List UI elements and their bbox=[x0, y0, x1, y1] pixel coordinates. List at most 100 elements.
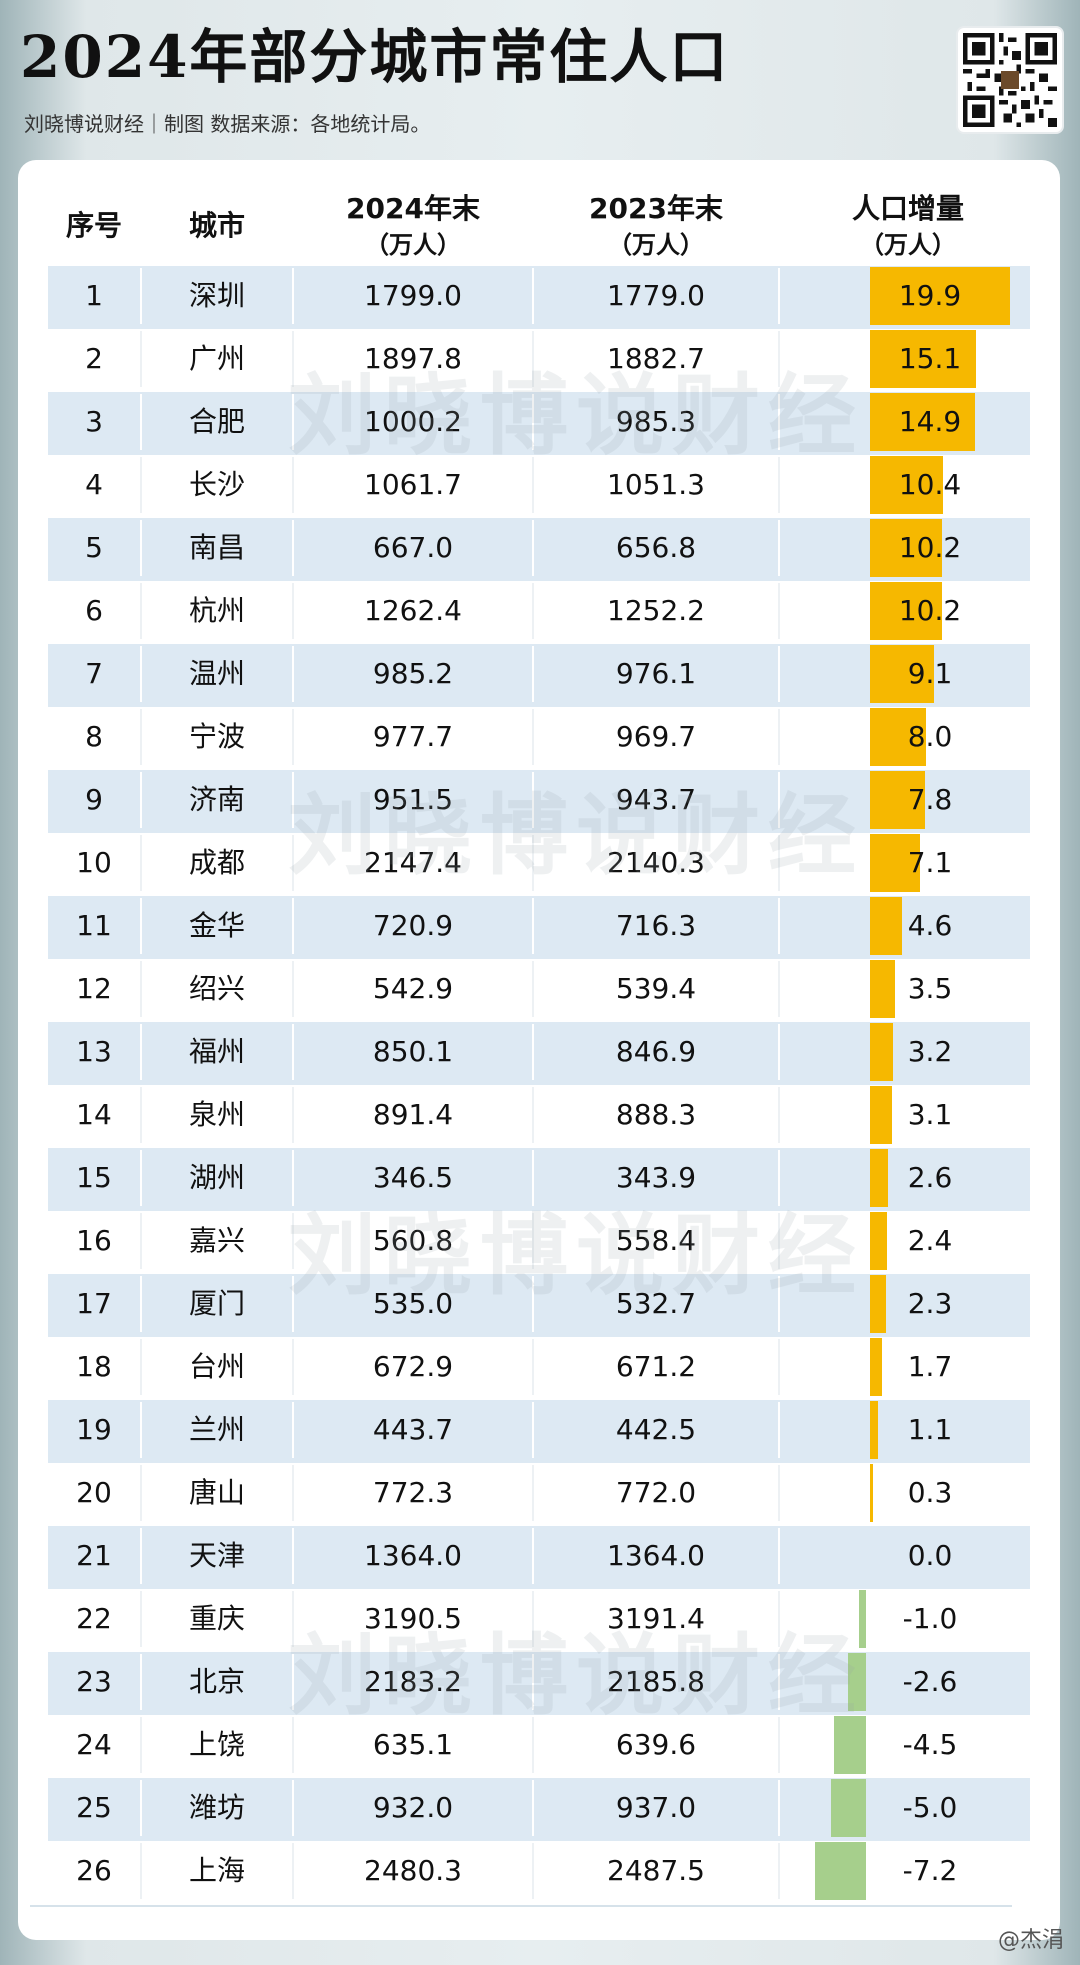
city-cell: 南昌 bbox=[188, 531, 245, 564]
table-row: 26 上海 2480.3 2487.5 -7.2 bbox=[48, 1841, 1030, 1904]
column-divider bbox=[778, 898, 780, 954]
city-cell: 济南 bbox=[188, 783, 245, 816]
column-divider bbox=[532, 268, 534, 324]
table-row: 24 上饶 635.1 639.6 -4.5 bbox=[48, 1715, 1030, 1778]
rank-cell: 14 bbox=[76, 1098, 112, 1131]
column-divider bbox=[140, 646, 142, 702]
column-divider bbox=[532, 646, 534, 702]
header-city-label: 城市 bbox=[188, 209, 245, 242]
column-divider bbox=[292, 1465, 294, 1521]
column-divider bbox=[778, 709, 780, 765]
column-divider bbox=[140, 1654, 142, 1710]
column-divider bbox=[532, 1780, 534, 1836]
column-divider bbox=[532, 835, 534, 891]
table-row: 19 兰州 443.7 442.5 1.1 bbox=[48, 1400, 1030, 1463]
column-divider bbox=[532, 1087, 534, 1143]
column-divider bbox=[532, 898, 534, 954]
column-divider bbox=[140, 1465, 142, 1521]
delta-bar bbox=[870, 771, 925, 829]
table-row: 12 绍兴 542.9 539.4 3.5 bbox=[48, 959, 1030, 1022]
column-divider bbox=[532, 1339, 534, 1395]
value-2024-cell: 2480.3 bbox=[364, 1854, 462, 1887]
delta-bar bbox=[870, 708, 927, 766]
header-2024: 2024年末 （万人） bbox=[294, 180, 532, 272]
city-cell: 上海 bbox=[188, 1854, 245, 1887]
value-2023-cell: 937.0 bbox=[615, 1791, 697, 1824]
delta-bar bbox=[870, 1023, 893, 1081]
column-divider bbox=[140, 961, 142, 1017]
city-cell: 长沙 bbox=[188, 468, 245, 501]
delta-bar bbox=[870, 645, 935, 703]
delta-value-label: 2.3 bbox=[907, 1287, 953, 1320]
value-2024-cell: 951.5 bbox=[372, 783, 454, 816]
value-2023-cell: 539.4 bbox=[615, 972, 697, 1005]
city-cell: 天津 bbox=[188, 1539, 245, 1572]
delta-bar bbox=[847, 1653, 866, 1711]
column-divider bbox=[292, 1843, 294, 1899]
column-divider bbox=[778, 772, 780, 828]
rank-cell: 9 bbox=[85, 783, 103, 816]
delta-bar bbox=[870, 330, 977, 388]
column-divider bbox=[532, 709, 534, 765]
rank-cell: 18 bbox=[76, 1350, 112, 1383]
column-divider bbox=[778, 1276, 780, 1332]
column-divider bbox=[778, 646, 780, 702]
city-cell: 唐山 bbox=[188, 1476, 245, 1509]
table-row: 22 重庆 3190.5 3191.4 -1.0 bbox=[48, 1589, 1030, 1652]
value-2023-cell: 846.9 bbox=[615, 1035, 697, 1068]
rank-cell: 20 bbox=[76, 1476, 112, 1509]
value-2023-cell: 343.9 bbox=[615, 1161, 697, 1194]
column-divider bbox=[778, 1717, 780, 1773]
delta-value-label: 4.6 bbox=[907, 909, 953, 942]
column-divider bbox=[140, 1843, 142, 1899]
column-divider bbox=[140, 1591, 142, 1647]
city-cell: 绍兴 bbox=[188, 972, 245, 1005]
rank-cell: 12 bbox=[76, 972, 112, 1005]
value-2024-cell: 635.1 bbox=[372, 1728, 454, 1761]
header-rank-label: 序号 bbox=[65, 209, 122, 242]
column-divider bbox=[532, 1213, 534, 1269]
value-2023-cell: 1364.0 bbox=[607, 1539, 705, 1572]
column-divider bbox=[532, 1843, 534, 1899]
column-divider bbox=[778, 1402, 780, 1458]
value-2023-cell: 532.7 bbox=[615, 1287, 697, 1320]
column-divider bbox=[292, 1087, 294, 1143]
city-cell: 重庆 bbox=[188, 1602, 245, 1635]
column-divider bbox=[778, 1024, 780, 1080]
delta-value-label: -2.6 bbox=[902, 1665, 958, 1698]
rank-cell: 13 bbox=[76, 1035, 112, 1068]
column-divider bbox=[140, 1213, 142, 1269]
column-divider bbox=[292, 394, 294, 450]
table-row: 3 合肥 1000.2 985.3 14.9 bbox=[48, 392, 1030, 455]
column-divider bbox=[140, 1402, 142, 1458]
value-2023-cell: 772.0 bbox=[615, 1476, 697, 1509]
delta-bar bbox=[870, 393, 976, 451]
delta-value-label: -1.0 bbox=[902, 1602, 958, 1635]
delta-value-label: 10.2 bbox=[898, 594, 962, 627]
delta-value-label: 1.1 bbox=[907, 1413, 953, 1446]
table-row: 14 泉州 891.4 888.3 3.1 bbox=[48, 1085, 1030, 1148]
column-divider bbox=[778, 1465, 780, 1521]
column-divider bbox=[532, 1150, 534, 1206]
column-divider bbox=[292, 1591, 294, 1647]
column-divider bbox=[140, 457, 142, 513]
value-2024-cell: 1262.4 bbox=[364, 594, 462, 627]
rank-cell: 6 bbox=[85, 594, 103, 627]
delta-bar bbox=[870, 456, 944, 514]
city-cell: 广州 bbox=[188, 342, 245, 375]
table-row: 25 潍坊 932.0 937.0 -5.0 bbox=[48, 1778, 1030, 1841]
value-2023-cell: 671.2 bbox=[615, 1350, 697, 1383]
delta-value-label: 7.8 bbox=[907, 783, 953, 816]
city-cell: 福州 bbox=[188, 1035, 245, 1068]
value-2024-cell: 977.7 bbox=[372, 720, 454, 753]
city-cell: 嘉兴 bbox=[188, 1224, 245, 1257]
column-divider bbox=[778, 1843, 780, 1899]
column-divider bbox=[778, 1528, 780, 1584]
delta-bar bbox=[870, 1464, 873, 1522]
column-divider bbox=[292, 1276, 294, 1332]
header-city: 城市 bbox=[142, 180, 292, 272]
rank-cell: 24 bbox=[76, 1728, 112, 1761]
column-divider bbox=[292, 583, 294, 639]
delta-value-label: 10.2 bbox=[898, 531, 962, 564]
city-cell: 厦门 bbox=[188, 1287, 245, 1320]
